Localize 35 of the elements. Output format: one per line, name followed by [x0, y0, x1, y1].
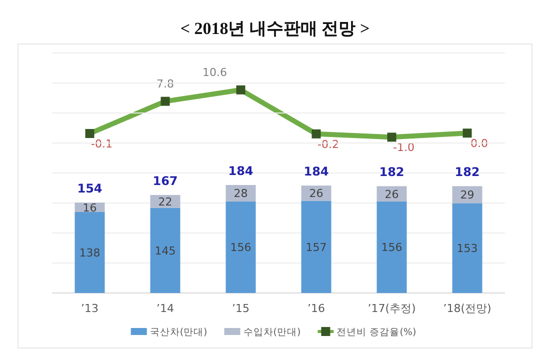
data-label: 156: [230, 241, 252, 254]
total-label: 182: [379, 165, 404, 180]
data-label: 26: [384, 188, 399, 201]
x-tick-label: ’15: [232, 302, 250, 315]
data-label: 157: [306, 240, 327, 254]
data-label: 10.6: [202, 66, 227, 79]
total-label: 182: [454, 165, 480, 180]
bar: [376, 201, 407, 293]
x-tick-label: ’16: [308, 302, 325, 315]
data-label: 28: [234, 187, 248, 200]
chart-title: < 2018년 내수판매 전망 >: [180, 19, 370, 38]
bar: [74, 212, 105, 293]
bar: [150, 208, 180, 293]
data-label: 16: [82, 201, 97, 214]
data-label: 138: [79, 246, 100, 260]
data-label: 26: [309, 187, 324, 200]
bar: [301, 200, 332, 293]
x-tick-label: ’18(전망): [443, 302, 492, 315]
legend-label: 수입차(만대): [243, 327, 301, 338]
total-label: 154: [77, 182, 102, 196]
x-tick-label: ’14: [156, 302, 174, 315]
data-label: 22: [158, 195, 172, 208]
x-tick-label: ’13: [81, 302, 98, 315]
legend-label: 전년비 증감율(%): [336, 327, 416, 338]
data-label: 153: [456, 242, 478, 256]
total-label: 184: [304, 164, 329, 179]
data-label: 29: [460, 188, 474, 202]
total-label: 184: [228, 164, 254, 178]
data-label: 156: [381, 241, 402, 254]
total-label: 167: [152, 174, 178, 188]
data-label: 145: [154, 244, 176, 258]
legend-label: 국산차(만대): [150, 327, 208, 338]
bar: [452, 203, 482, 293]
bar: [226, 201, 256, 293]
x-tick-label: ’17(추정): [368, 302, 416, 315]
